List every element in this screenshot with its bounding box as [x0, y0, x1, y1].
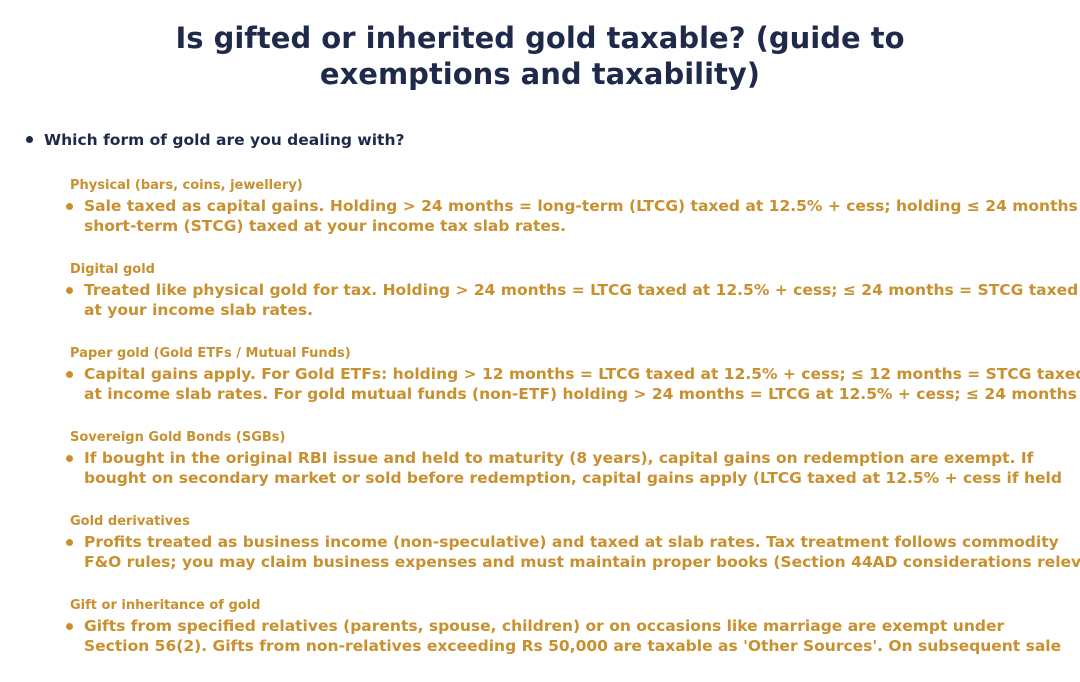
page-title: Is gifted or inherited gold taxable? (gu… — [0, 20, 1080, 92]
section-label: Physical (bars, coins, jewellery) — [70, 178, 303, 193]
question-item: Which form of gold are you dealing with? — [26, 130, 404, 150]
bullet-icon — [26, 136, 33, 143]
section-text-line-1: Capital gains apply. For Gold ETFs: hold… — [84, 365, 1080, 383]
section-text: Sale taxed as capital gains. Holding > 2… — [84, 196, 1080, 236]
question-text: Which form of gold are you dealing with? — [44, 131, 405, 149]
bullet-icon — [66, 371, 73, 378]
section-label: Gift or inheritance of gold — [70, 598, 261, 613]
section-text-line-1: Profits treated as business income (non-… — [84, 533, 1059, 551]
section-label: Digital gold — [70, 262, 155, 277]
section-text-line-2: at your income slab rates. — [84, 301, 313, 319]
bullet-icon — [66, 287, 73, 294]
bullet-icon — [66, 455, 73, 462]
section-text-line-2: Section 56(2). Gifts from non-relatives … — [84, 637, 1062, 655]
section-label: Gold derivatives — [70, 514, 190, 529]
section-text: Profits treated as business income (non-… — [84, 532, 1080, 572]
section-text-line-2: at income slab rates. For gold mutual fu… — [84, 385, 1077, 403]
section-text-line-1: Treated like physical gold for tax. Hold… — [84, 281, 1079, 299]
section-text-line-1: If bought in the original RBI issue and … — [84, 449, 1034, 467]
bullet-icon — [66, 203, 73, 210]
bullet-icon — [66, 539, 73, 546]
section-text: Gifts from specified relatives (parents,… — [84, 616, 1080, 656]
section-text-line-2: short-term (STCG) taxed at your income t… — [84, 217, 567, 235]
section-text: If bought in the original RBI issue and … — [84, 448, 1080, 488]
section-label: Sovereign Gold Bonds (SGBs) — [70, 430, 286, 445]
section-label: Paper gold (Gold ETFs / Mutual Funds) — [70, 346, 351, 361]
section-text-line-2: F&O rules; you may claim business expens… — [84, 553, 1080, 571]
section-text: Capital gains apply. For Gold ETFs: hold… — [84, 364, 1080, 404]
section-text-line-2: bought on secondary market or sold befor… — [84, 469, 1062, 487]
page-title-line-2: exemptions and taxability) — [319, 57, 761, 91]
section-text: Treated like physical gold for tax. Hold… — [84, 280, 1080, 320]
section-text-line-1: Gifts from specified relatives (parents,… — [84, 617, 1005, 635]
page-title-line-1: Is gifted or inherited gold taxable? (gu… — [175, 21, 905, 55]
bullet-icon — [66, 623, 73, 630]
section-text-line-1: Sale taxed as capital gains. Holding > 2… — [84, 197, 1080, 215]
